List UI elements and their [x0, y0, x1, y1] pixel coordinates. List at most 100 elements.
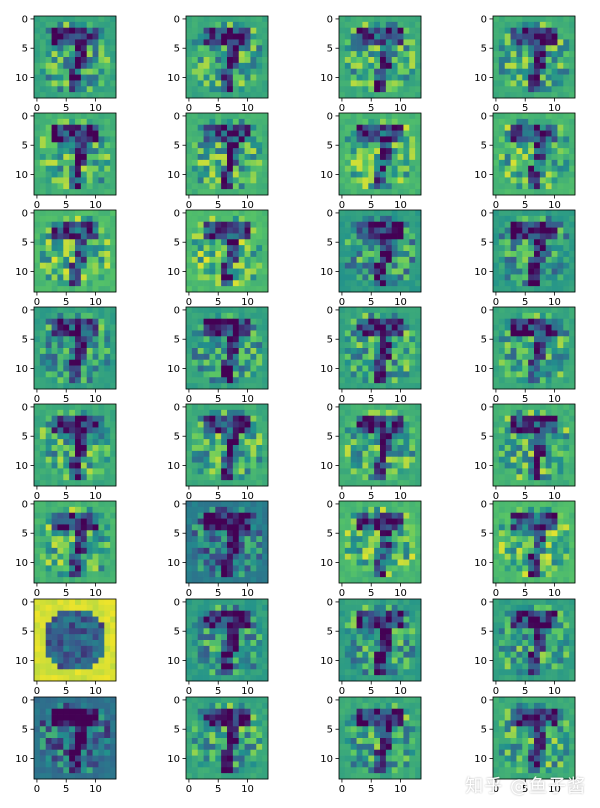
heatmap-cell — [409, 474, 416, 481]
heatmap-cell — [563, 456, 570, 463]
heatmap-cell — [75, 512, 82, 519]
heatmap-cell — [374, 142, 381, 149]
heatmap-cell — [63, 171, 70, 178]
heatmap-cell — [380, 462, 387, 469]
heatmap-cell — [504, 353, 511, 361]
heatmap-cell — [86, 33, 93, 40]
heatmap-cell — [516, 330, 523, 337]
heatmap-cell — [86, 312, 93, 320]
heatmap-cell — [250, 445, 257, 452]
heatmap-cell — [34, 16, 41, 23]
heatmap-cell — [380, 445, 387, 452]
heatmap-cell — [551, 124, 558, 131]
x-tick-label: 5 — [63, 297, 69, 308]
heatmap-cell — [191, 177, 199, 184]
heatmap-cell — [75, 215, 82, 223]
heatmap-cell — [221, 80, 228, 87]
heatmap-cell — [197, 383, 204, 390]
heatmap-cell — [238, 415, 245, 422]
heatmap-cell — [86, 239, 93, 246]
heatmap-cell — [368, 57, 375, 64]
heatmap-cell — [98, 118, 105, 126]
heatmap-cell — [203, 21, 210, 29]
heatmap-cell — [539, 136, 547, 143]
heatmap-cell — [244, 21, 251, 29]
heatmap-cell — [203, 268, 210, 275]
heatmap-cell — [39, 336, 47, 343]
heatmap-cell — [203, 221, 210, 228]
heatmap-cell — [191, 359, 199, 366]
heatmap-cell — [244, 215, 251, 223]
heatmap-cell — [385, 256, 393, 264]
heatmap-cell — [362, 348, 369, 355]
heatmap-cell — [350, 480, 357, 487]
heatmap-cell — [250, 456, 257, 463]
heatmap-cell — [227, 571, 234, 578]
heatmap-cell — [51, 359, 58, 366]
heatmap-cell — [528, 542, 535, 549]
heatmap-cell — [356, 312, 363, 320]
x-tick-label: 5 — [63, 491, 69, 502]
heatmap-cell — [238, 183, 245, 190]
heatmap-cell — [104, 21, 111, 29]
heatmap-cell — [98, 547, 105, 555]
heatmap-cell — [344, 433, 352, 440]
heatmap-cell — [250, 530, 257, 537]
heatmap-cell — [415, 547, 422, 555]
heatmap-cell — [256, 312, 263, 320]
heatmap-cell — [39, 74, 47, 81]
heatmap-cell — [186, 262, 193, 269]
heatmap-cell — [385, 553, 393, 560]
heatmap-cell — [209, 474, 216, 481]
heatmap-cell — [545, 445, 552, 452]
heatmap-cell — [57, 445, 64, 452]
heatmap-cell — [368, 530, 375, 537]
heatmap-cell — [516, 21, 523, 29]
heatmap-cell — [86, 456, 93, 463]
heatmap-cell — [380, 68, 387, 75]
heatmap-cell — [350, 383, 357, 390]
heatmap-cell — [63, 318, 70, 325]
heatmap-cell — [191, 415, 199, 422]
x-tick-label: 0 — [339, 394, 345, 405]
heatmap-cell — [539, 51, 547, 58]
heatmap-cell — [92, 330, 99, 337]
heatmap-cell — [539, 189, 547, 196]
x-tick-label: 10 — [394, 103, 407, 114]
heatmap-cell — [104, 377, 111, 384]
heatmap-cell — [397, 136, 404, 143]
heatmap-cell — [110, 404, 117, 411]
heatmap-cell — [493, 318, 500, 325]
heatmap-cell — [563, 27, 570, 34]
heatmap-cell — [238, 307, 245, 314]
heatmap-cell — [356, 154, 363, 161]
x-tick-label: 5 — [215, 588, 221, 599]
heatmap-cell — [569, 318, 576, 325]
heatmap-cell — [528, 377, 535, 384]
heatmap-cell — [186, 547, 193, 555]
heatmap-cell — [415, 221, 422, 228]
heatmap-cell — [203, 256, 210, 264]
heatmap-cell — [256, 536, 263, 543]
heatmap-cell — [528, 318, 535, 325]
heatmap-cell — [80, 227, 88, 234]
heatmap-cell — [110, 377, 117, 384]
heatmap-cell — [250, 136, 257, 143]
heatmap-cell — [545, 324, 552, 331]
heatmap-cell — [86, 62, 93, 70]
heatmap-cell — [191, 256, 199, 264]
heatmap-cell — [356, 177, 363, 184]
y-tick-label: 5 — [22, 238, 28, 249]
heatmap-cell — [232, 371, 240, 378]
heatmap-cell — [539, 221, 547, 228]
heatmap-cell — [403, 210, 410, 217]
heatmap-cell — [569, 450, 576, 458]
heatmap-cell — [262, 124, 269, 131]
heatmap-cell — [232, 86, 240, 93]
heatmap-cell — [528, 409, 535, 417]
heatmap-cell — [350, 450, 357, 458]
heatmap-cell — [534, 518, 541, 525]
heatmap-cell — [368, 74, 375, 81]
heatmap-cell — [368, 171, 375, 178]
